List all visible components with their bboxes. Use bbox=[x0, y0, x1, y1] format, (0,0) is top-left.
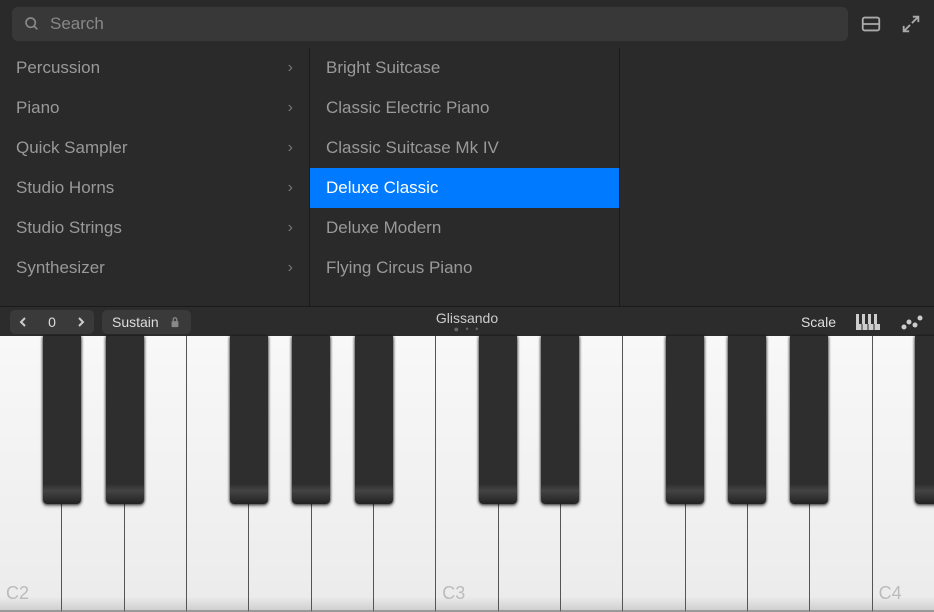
sustain-button[interactable]: Sustain bbox=[102, 310, 191, 334]
instrument-browser: Percussion›Piano›Quick Sampler›Studio Ho… bbox=[0, 48, 934, 306]
category-label: Piano bbox=[16, 98, 59, 118]
octave-value: 0 bbox=[36, 314, 68, 330]
chevron-right-icon: › bbox=[288, 259, 293, 277]
category-item[interactable]: Synthesizer › bbox=[0, 248, 309, 288]
preset-item[interactable]: Deluxe Modern bbox=[310, 208, 619, 248]
preset-item[interactable]: Bright Suitcase bbox=[310, 48, 619, 88]
category-label: Percussion bbox=[16, 58, 100, 78]
search-icon bbox=[24, 16, 40, 32]
black-key[interactable] bbox=[106, 336, 144, 504]
black-key[interactable] bbox=[355, 336, 393, 504]
black-key[interactable] bbox=[666, 336, 704, 504]
arpeggio-icon[interactable] bbox=[900, 314, 924, 330]
chevron-right-icon: › bbox=[288, 179, 293, 197]
category-item[interactable]: Piano › bbox=[0, 88, 309, 128]
black-key[interactable] bbox=[728, 336, 766, 504]
chevron-right-icon: › bbox=[288, 219, 293, 237]
black-key[interactable] bbox=[541, 336, 579, 504]
octave-control: 0 bbox=[10, 310, 94, 334]
category-item[interactable]: Studio Horns › bbox=[0, 168, 309, 208]
chevron-right-icon: › bbox=[288, 139, 293, 157]
preset-item[interactable]: Classic Electric Piano bbox=[310, 88, 619, 128]
category-label: Studio Horns bbox=[16, 178, 114, 198]
keyboard-control-bar: 0 Sustain Glissando ● • • Scale bbox=[0, 306, 934, 336]
chevron-right-icon: › bbox=[288, 59, 293, 77]
preset-item[interactable]: Flying Circus Piano bbox=[310, 248, 619, 288]
category-item[interactable]: Quick Sampler › bbox=[0, 128, 309, 168]
search-input[interactable] bbox=[50, 14, 836, 34]
preset-item[interactable]: Classic Suitcase Mk IV bbox=[310, 128, 619, 168]
preset-list: Bright SuitcaseClassic Electric PianoCla… bbox=[310, 48, 620, 306]
search-bar bbox=[0, 0, 934, 48]
category-item[interactable]: Studio Strings › bbox=[0, 208, 309, 248]
black-key[interactable] bbox=[230, 336, 268, 504]
search-container[interactable] bbox=[12, 7, 848, 41]
key-label: C2 bbox=[6, 583, 29, 604]
preset-item[interactable]: Deluxe Classic bbox=[310, 168, 619, 208]
black-key[interactable] bbox=[292, 336, 330, 504]
expand-icon[interactable] bbox=[900, 13, 922, 35]
panel-icon[interactable] bbox=[860, 13, 882, 35]
piano-keyboard[interactable]: C2 C3 C4 bbox=[0, 336, 934, 612]
empty-panel bbox=[620, 48, 934, 306]
category-label: Synthesizer bbox=[16, 258, 105, 278]
sustain-label: Sustain bbox=[112, 314, 159, 330]
category-label: Studio Strings bbox=[16, 218, 122, 238]
category-item[interactable]: Percussion › bbox=[0, 48, 309, 88]
black-key[interactable] bbox=[790, 336, 828, 504]
key-label: C3 bbox=[442, 583, 465, 604]
lock-icon bbox=[169, 316, 181, 328]
black-key[interactable] bbox=[43, 336, 81, 504]
category-label: Quick Sampler bbox=[16, 138, 127, 158]
key-label: C4 bbox=[879, 583, 902, 604]
octave-up-button[interactable] bbox=[68, 310, 94, 334]
octave-down-button[interactable] bbox=[10, 310, 36, 334]
keyboard-view-icon[interactable] bbox=[856, 314, 880, 330]
play-mode-control[interactable]: Glissando ● • • bbox=[436, 310, 498, 334]
black-key[interactable] bbox=[479, 336, 517, 504]
category-list: Percussion›Piano›Quick Sampler›Studio Ho… bbox=[0, 48, 310, 306]
scale-button[interactable]: Scale bbox=[801, 314, 836, 330]
chevron-right-icon: › bbox=[288, 99, 293, 117]
black-key[interactable] bbox=[915, 336, 934, 504]
